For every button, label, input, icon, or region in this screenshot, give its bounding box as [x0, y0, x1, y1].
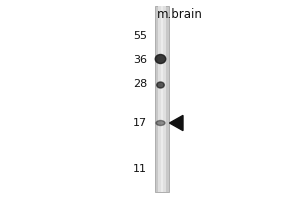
Text: 11: 11: [133, 164, 147, 174]
Text: m.brain: m.brain: [157, 7, 203, 21]
Text: 55: 55: [133, 31, 147, 41]
Ellipse shape: [157, 82, 164, 88]
Text: 36: 36: [133, 55, 147, 65]
Bar: [158, 6, 166, 192]
Ellipse shape: [156, 120, 165, 126]
Bar: [154, 6, 169, 192]
Text: 17: 17: [133, 118, 147, 128]
Bar: [161, 6, 163, 192]
Ellipse shape: [155, 54, 166, 64]
Text: 28: 28: [133, 79, 147, 89]
Polygon shape: [169, 115, 183, 131]
